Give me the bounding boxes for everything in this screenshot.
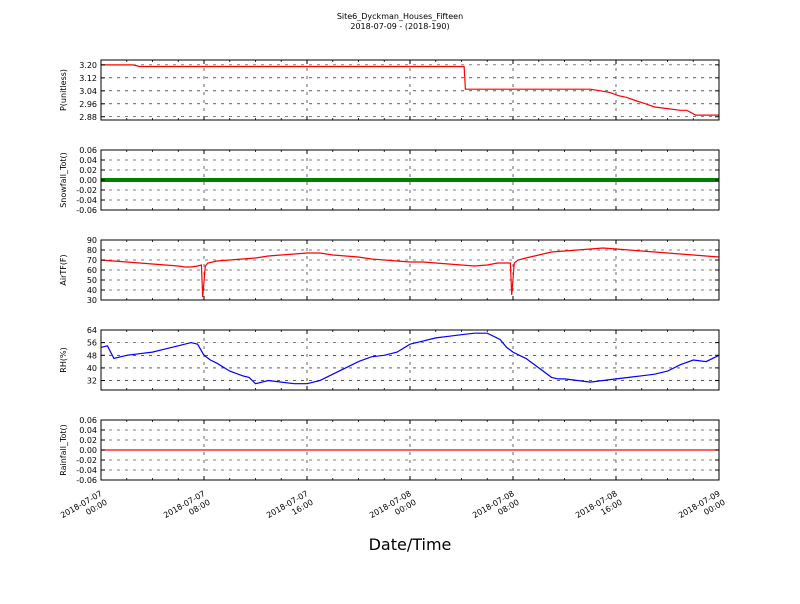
y-tick-label: 0.00 (79, 446, 97, 455)
y-tick-label: -0.04 (76, 466, 97, 475)
y-tick-label: 0.00 (79, 176, 97, 185)
y-tick-label: 0.04 (79, 156, 97, 165)
y-tick-label: 90 (87, 236, 97, 245)
y-axis-label: Rainfall_Tot() (59, 424, 68, 476)
y-tick-label: 0.02 (79, 436, 97, 445)
y-tick-label: 30 (87, 296, 97, 305)
chart-subtitle: 2018-07-09 - (2018-190) (350, 22, 449, 31)
y-tick-label: 3.20 (79, 61, 97, 70)
series-line-1 (101, 64, 719, 116)
y-tick-label: 40 (87, 364, 97, 373)
panel-2: 0.060.040.020.00-0.02-0.04-0.06 Snowfall_… (59, 146, 720, 215)
y-tick-label: 80 (87, 246, 97, 255)
y-tick-label: 0.06 (79, 146, 97, 155)
x-axis-label: Date/Time (369, 535, 452, 554)
y-tick-label: 3.04 (79, 87, 97, 96)
y-tick-label: 0.06 (79, 416, 97, 425)
y-tick-label: 32 (87, 377, 97, 386)
y-tick-label: 56 (87, 339, 97, 348)
y-tick-label: 48 (87, 351, 97, 360)
y-tick-label: -0.02 (76, 186, 97, 195)
y-tick-label: 70 (87, 256, 97, 265)
series-line-4 (100, 332, 720, 385)
y-tick-label: -0.02 (76, 456, 97, 465)
y-tick-label: -0.06 (76, 476, 97, 485)
y-tick-label: -0.06 (76, 206, 97, 215)
series-line-3 (100, 247, 720, 298)
y-tick-label: 60 (87, 266, 97, 275)
y-axis-label: RH(%) (59, 347, 68, 372)
y-tick-label: 2.88 (79, 113, 97, 122)
panel-4: 64 56 48 40 32 RH(%) (59, 326, 720, 391)
panel-1: 3.20 3.12 3.04 2.96 2.88 P(unitless) (59, 59, 720, 122)
y-tick-label: 50 (87, 276, 97, 285)
chart-panels: 3.203.123.042.962.88P(unitless)0.060.040… (59, 59, 720, 485)
y-tick-label: -0.04 (76, 196, 97, 205)
panel-5: 0.060.040.020.00-0.02-0.04-0.06 Rainfall_… (59, 416, 720, 485)
y-tick-label: 40 (87, 286, 97, 295)
y-tick-label: 3.12 (79, 74, 97, 83)
y-tick-label: 64 (87, 326, 97, 335)
y-axis-label: P(unitless) (59, 69, 68, 111)
y-axis-label: AirTF(F) (59, 254, 68, 285)
y-tick-label: 0.04 (79, 426, 97, 435)
y-tick-label: 0.02 (79, 166, 97, 175)
y-tick-label: 2.96 (79, 100, 97, 109)
chart-title: Site6_Dyckman_Houses_Fifteen (337, 12, 463, 21)
y-axis-label: Snowfall_Tot() (59, 152, 68, 208)
